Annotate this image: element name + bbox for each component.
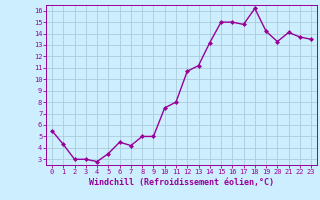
X-axis label: Windchill (Refroidissement éolien,°C): Windchill (Refroidissement éolien,°C) xyxy=(89,178,274,187)
